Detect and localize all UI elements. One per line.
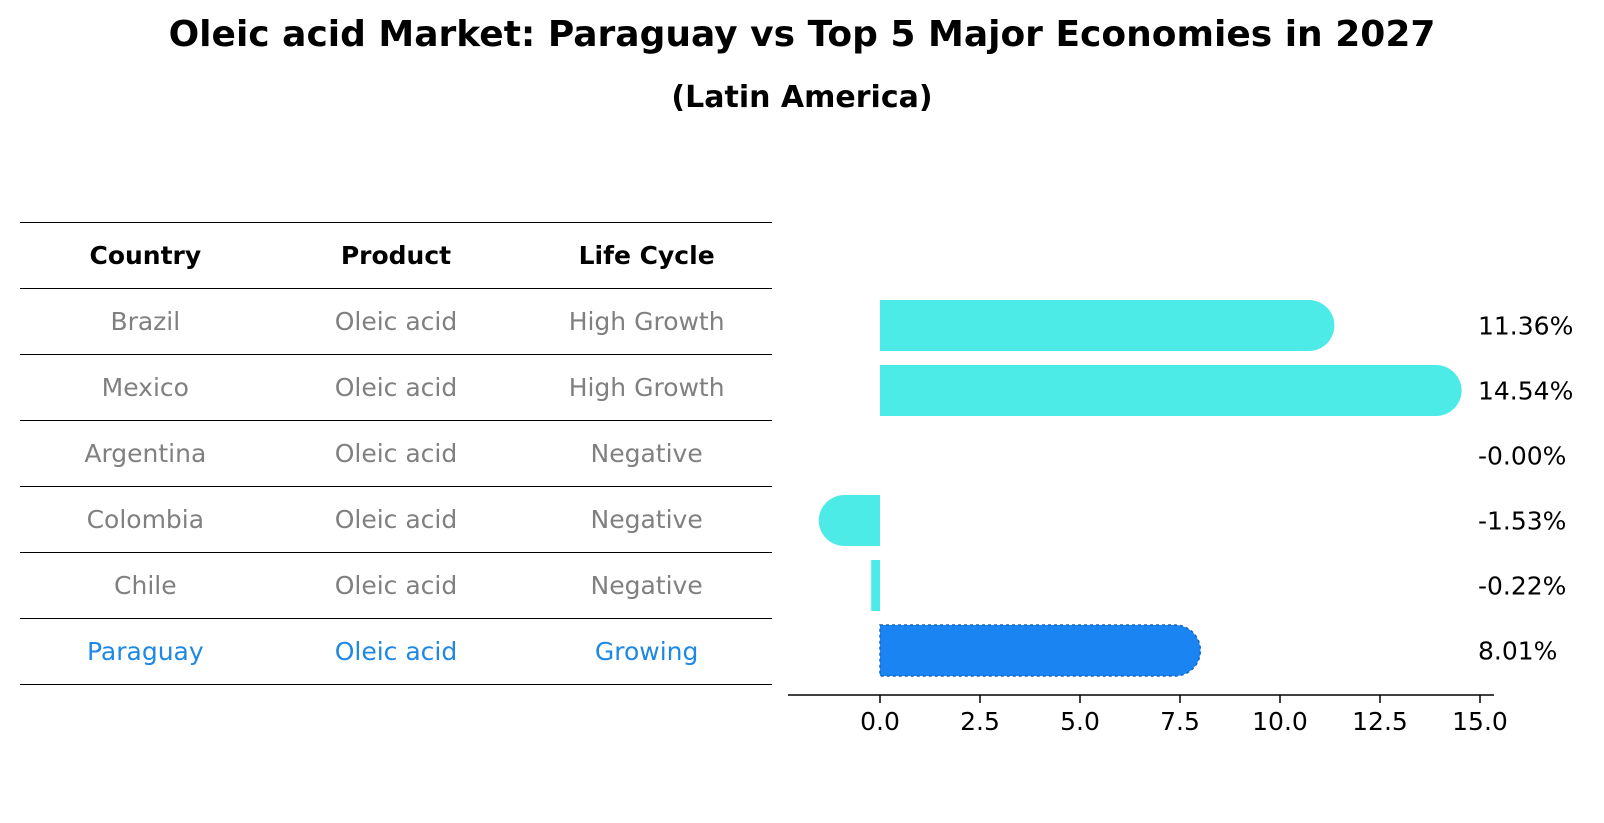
data-label: -0.22% [1478, 572, 1566, 601]
cell-life-cycle: Growing [594, 637, 699, 666]
cell-country: Brazil [110, 307, 181, 336]
bar-mexico [880, 365, 1462, 416]
bar-chile [871, 560, 880, 611]
comparison-table: Country Product Life Cycle Brazil Oleic … [20, 222, 772, 685]
cell-life-cycle: High Growth [568, 373, 725, 402]
cell-life-cycle: High Growth [568, 307, 725, 336]
cell-product: Oleic acid [334, 439, 458, 468]
table-row: Chile Oleic acid Negative [20, 552, 772, 618]
cell-product: Oleic acid [334, 307, 458, 336]
header-life-cycle: Life Cycle [578, 241, 715, 270]
table-row: Brazil Oleic acid High Growth [20, 288, 772, 354]
cell-life-cycle: Negative [590, 571, 703, 600]
data-label: -0.00% [1478, 442, 1566, 471]
x-tick-label: 2.5 [960, 707, 1000, 736]
bar-brazil [880, 300, 1335, 351]
header-country: Country [89, 241, 202, 270]
cell-country: Mexico [101, 373, 189, 402]
table-row-highlight: Paraguay Oleic acid Growing [20, 618, 772, 685]
table-row: Colombia Oleic acid Negative [20, 486, 772, 552]
table-row: Mexico Oleic acid High Growth [20, 354, 772, 420]
x-tick-label: 15.0 [1452, 707, 1508, 736]
x-tick-label: 0.0 [860, 707, 900, 736]
cell-country: Colombia [86, 505, 205, 534]
chart-title: Oleic acid Market: Paraguay vs Top 5 Maj… [168, 14, 1436, 55]
cell-product: Oleic acid [334, 505, 458, 534]
cell-product: Oleic acid [334, 571, 458, 600]
bar-colombia [818, 495, 880, 546]
chart-subtitle: (Latin America) [671, 80, 933, 115]
cell-life-cycle: Negative [590, 439, 703, 468]
table-header-row: Country Product Life Cycle [20, 222, 772, 288]
cell-product: Oleic acid [334, 373, 458, 402]
x-tick-label: 10.0 [1252, 707, 1308, 736]
x-tick-label: 5.0 [1060, 707, 1100, 736]
bar-paraguay [879, 624, 1202, 677]
cell-country: Chile [114, 571, 177, 600]
data-label: 11.36% [1478, 312, 1573, 341]
data-label: 8.01% [1478, 637, 1557, 666]
cell-product: Oleic acid [334, 637, 458, 666]
x-tick-label: 12.5 [1352, 707, 1408, 736]
header-product: Product [340, 241, 452, 270]
data-label: 14.54% [1478, 377, 1573, 406]
data-label: -1.53% [1478, 507, 1566, 536]
x-tick-label: 7.5 [1160, 707, 1200, 736]
cell-country: Paraguay [86, 637, 204, 666]
table-row: Argentina Oleic acid Negative [20, 420, 772, 486]
cell-life-cycle: Negative [590, 505, 703, 534]
cell-country: Argentina [84, 439, 207, 468]
